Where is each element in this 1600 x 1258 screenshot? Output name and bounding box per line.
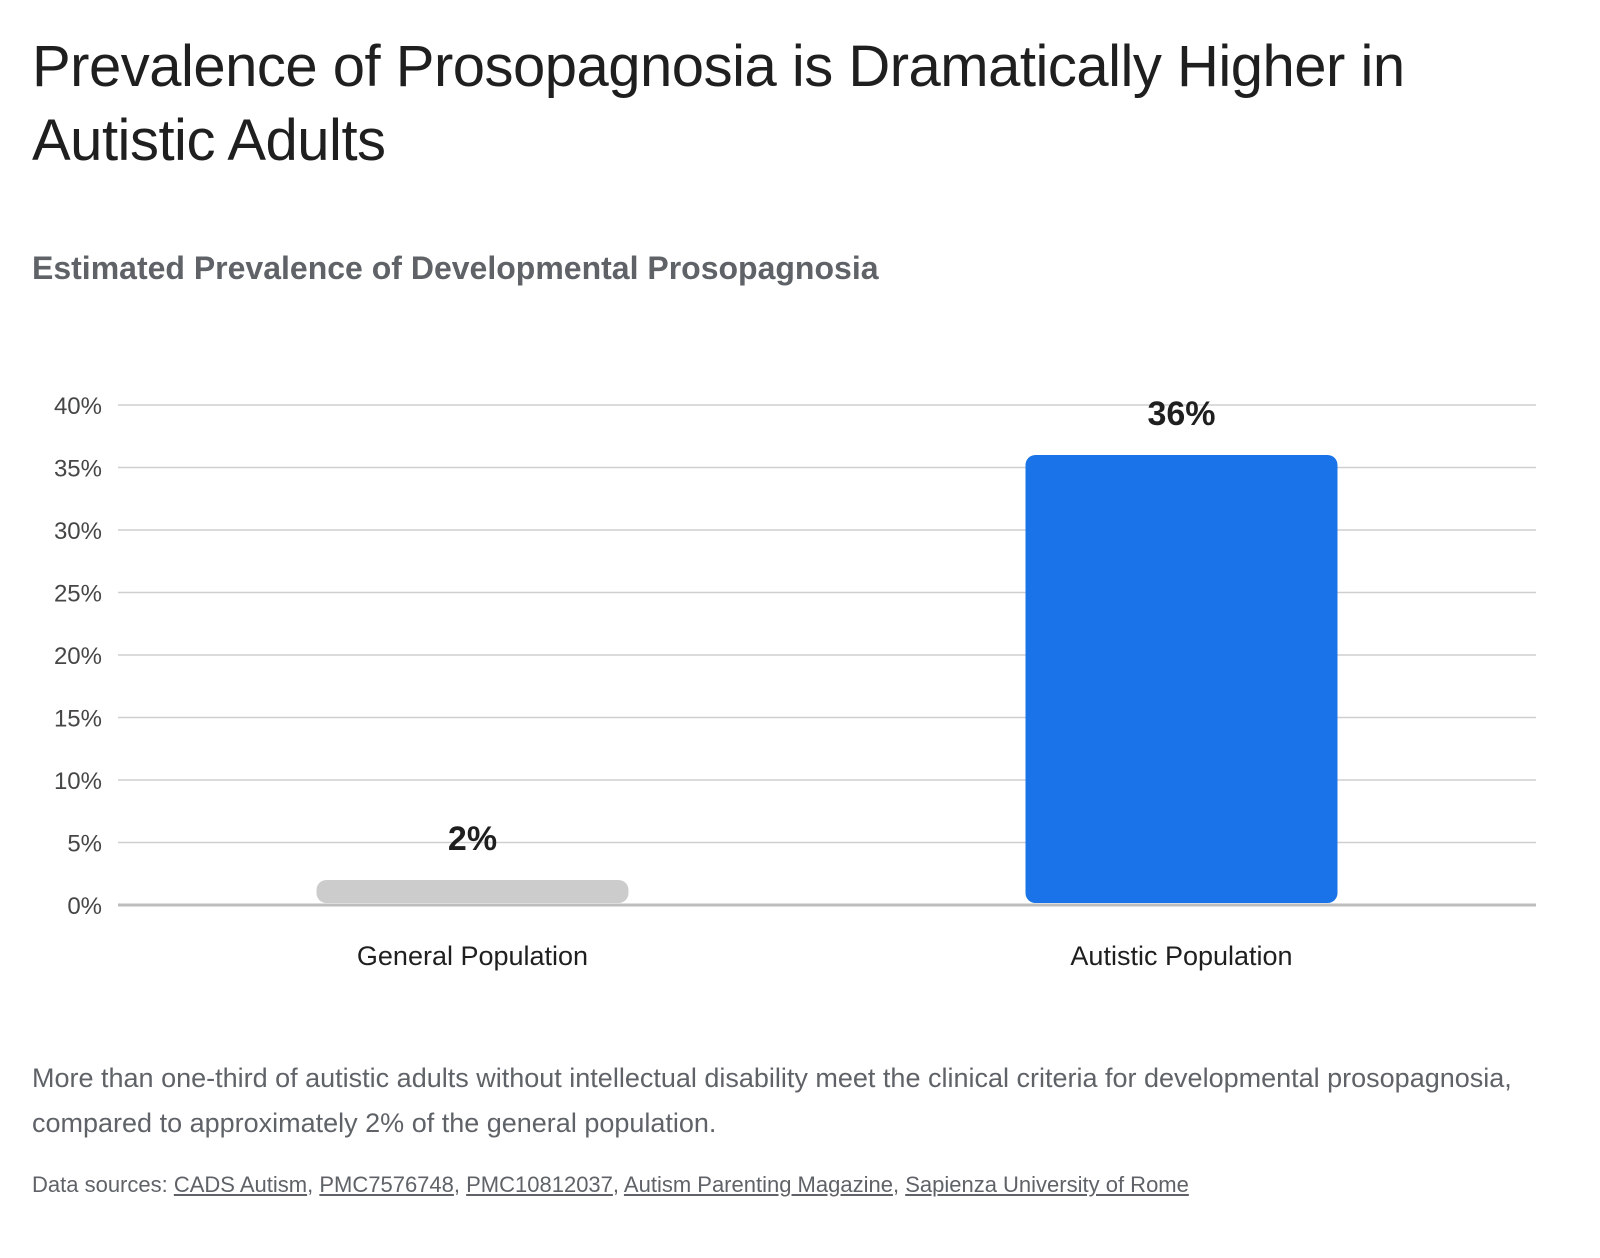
y-tick-label: 20% [54,643,102,670]
y-axis-ticks: 0% 5% 10% 15% 20% 25% 30% 35% 40% [54,393,102,920]
bar-autistic-population[interactable] [1025,455,1338,903]
y-tick-label: 10% [54,768,102,795]
source-link-autism-parenting-magazine[interactable]: Autism Parenting Magazine [623,1172,893,1197]
source-link-pmc7576748[interactable]: PMC7576748 [319,1172,454,1197]
data-labels: 2% 36% [448,395,1216,858]
chart-caption: More than one-third of autistic adults w… [32,1063,1512,1138]
source-link-cads-autism[interactable]: CADS Autism [173,1172,308,1197]
x-axis-categories: General Population Autistic Population [357,941,1293,971]
chart-title: Prevalence of Prosopagnosia is Dramatica… [32,34,1405,173]
y-tick-label: 40% [54,393,102,420]
data-label: 36% [1147,395,1215,433]
y-tick-label: 25% [54,581,102,608]
source-link-pmc10812037[interactable]: PMC10812037 [466,1172,613,1197]
y-tick-label: 35% [54,456,102,483]
sources-prefix: Data sources: [32,1172,174,1197]
source-link-sapienza-university[interactable]: Sapienza University of Rome [905,1172,1189,1197]
data-sources: Data sources: CADS Autism, PMC7576748, P… [32,1172,1189,1197]
y-tick-label: 15% [54,706,102,733]
chart-subtitle: Estimated Prevalence of Developmental Pr… [32,250,879,286]
bars [316,455,1338,903]
data-label: 2% [448,820,497,858]
y-tick-label: 0% [67,893,102,920]
y-tick-label: 30% [54,518,102,545]
y-tick-label: 5% [67,831,102,858]
x-category-label: Autistic Population [1070,941,1292,971]
bar-general-population[interactable] [316,880,629,903]
x-category-label: General Population [357,941,588,971]
